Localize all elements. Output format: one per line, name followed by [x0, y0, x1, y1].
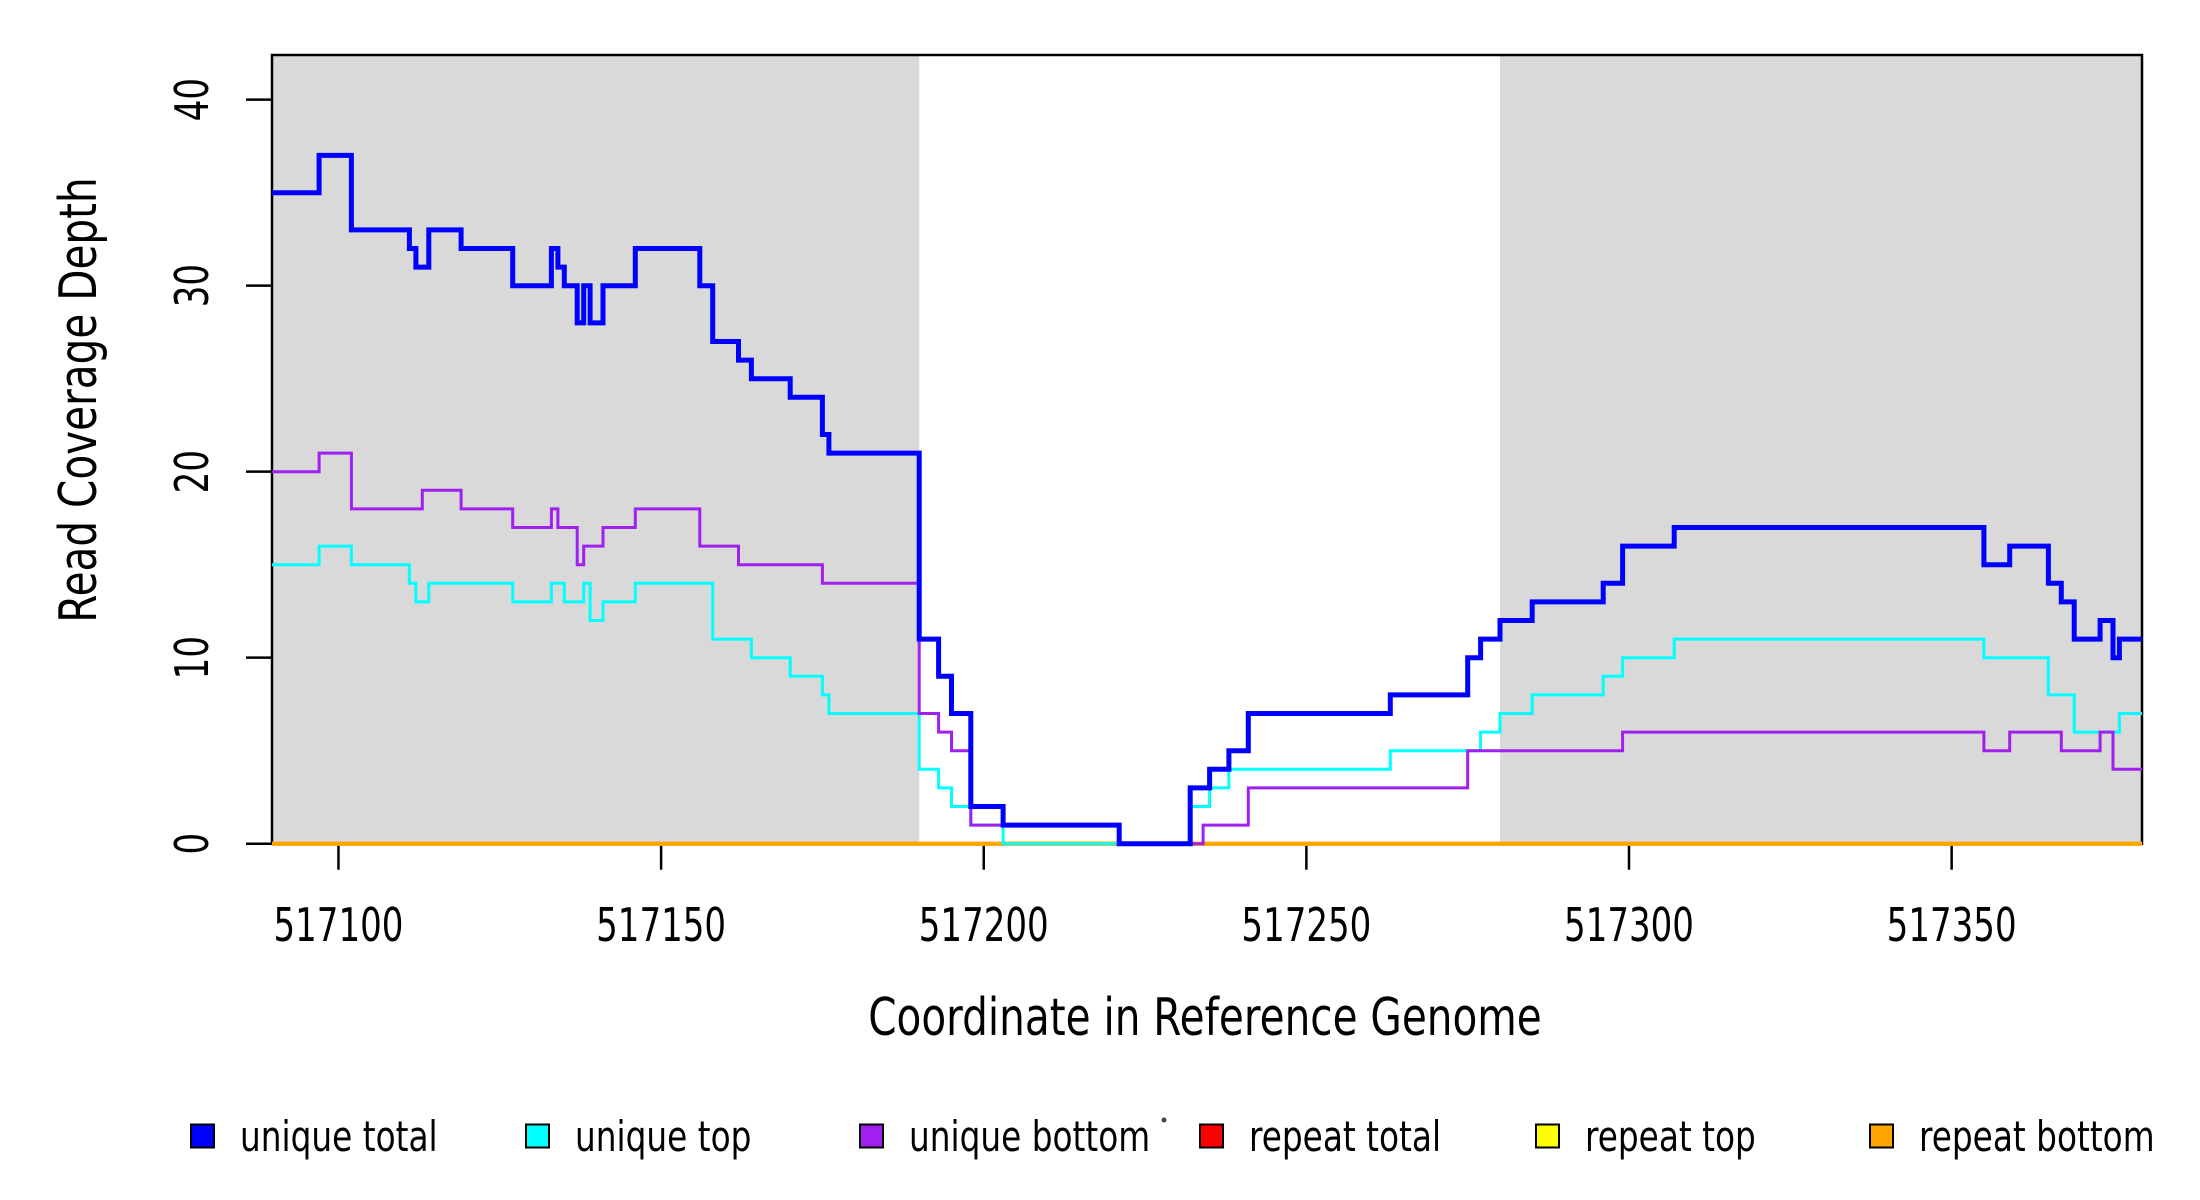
- legend-item-unique-total: unique total: [190, 1112, 438, 1161]
- legend-label: repeat total: [1249, 1112, 1441, 1161]
- stray-mark: [1161, 1117, 1167, 1123]
- legend-swatch-unique-bottom: [859, 1123, 884, 1149]
- legend-item-repeat-bottom: repeat bottom: [1869, 1112, 2155, 1161]
- y-tick-label: 10: [165, 636, 220, 679]
- legend-item-unique-bottom: unique bottom: [859, 1112, 1150, 1161]
- legend-label: unique total: [240, 1112, 438, 1161]
- x-tick-label: 517250: [1241, 898, 1371, 953]
- axis-ticks: [246, 98, 1953, 870]
- y-tick-label: 20: [165, 450, 220, 493]
- legend-item-repeat-top: repeat top: [1535, 1112, 1756, 1161]
- legend-item-unique-top: unique top: [525, 1112, 751, 1161]
- y-tick-label: 0: [165, 833, 220, 855]
- x-tick-label: 517350: [1887, 898, 2017, 953]
- shaded-regions: [272, 55, 2142, 844]
- axis-tick-labels: 517100 517150 517200 517250 517300 517350 0 10 2…: [165, 78, 2017, 952]
- series-line-unique-bottom: [272, 451, 2142, 846]
- legend-swatch-repeat-total: [1199, 1123, 1224, 1149]
- legend-label: unique top: [575, 1112, 751, 1161]
- y-tick-label: 40: [165, 78, 220, 121]
- right-gray-region: [1499, 55, 2142, 844]
- x-tick-label: 517200: [919, 898, 1049, 953]
- y-tick-label: 30: [165, 264, 220, 307]
- legend: unique total unique top unique bottom repea…: [190, 1112, 2155, 1161]
- x-tick-label: 517100: [274, 898, 404, 953]
- legend-swatch-unique-total: [190, 1123, 215, 1149]
- x-tick-label: 517300: [1564, 898, 1694, 953]
- legend-label: repeat bottom: [1919, 1112, 2155, 1161]
- legend-swatch-repeat-bottom: [1869, 1123, 1894, 1149]
- series-lines: [272, 152, 2142, 847]
- legend-label: repeat top: [1585, 1112, 1756, 1161]
- legend-swatch-unique-top: [525, 1123, 550, 1149]
- legend-swatch-repeat-top: [1535, 1123, 1560, 1149]
- left-gray-region: [272, 55, 920, 844]
- legend-item-repeat-total: repeat total: [1199, 1112, 1441, 1161]
- y-axis-title: Read Coverage Depth: [48, 177, 108, 623]
- series-line-unique-total: [272, 152, 2142, 847]
- legend-label: unique bottom: [909, 1112, 1150, 1161]
- x-tick-label: 517150: [596, 898, 726, 953]
- x-axis-title: Coordinate in Reference Genome: [868, 987, 1542, 1047]
- series-line-unique-top: [272, 544, 2142, 846]
